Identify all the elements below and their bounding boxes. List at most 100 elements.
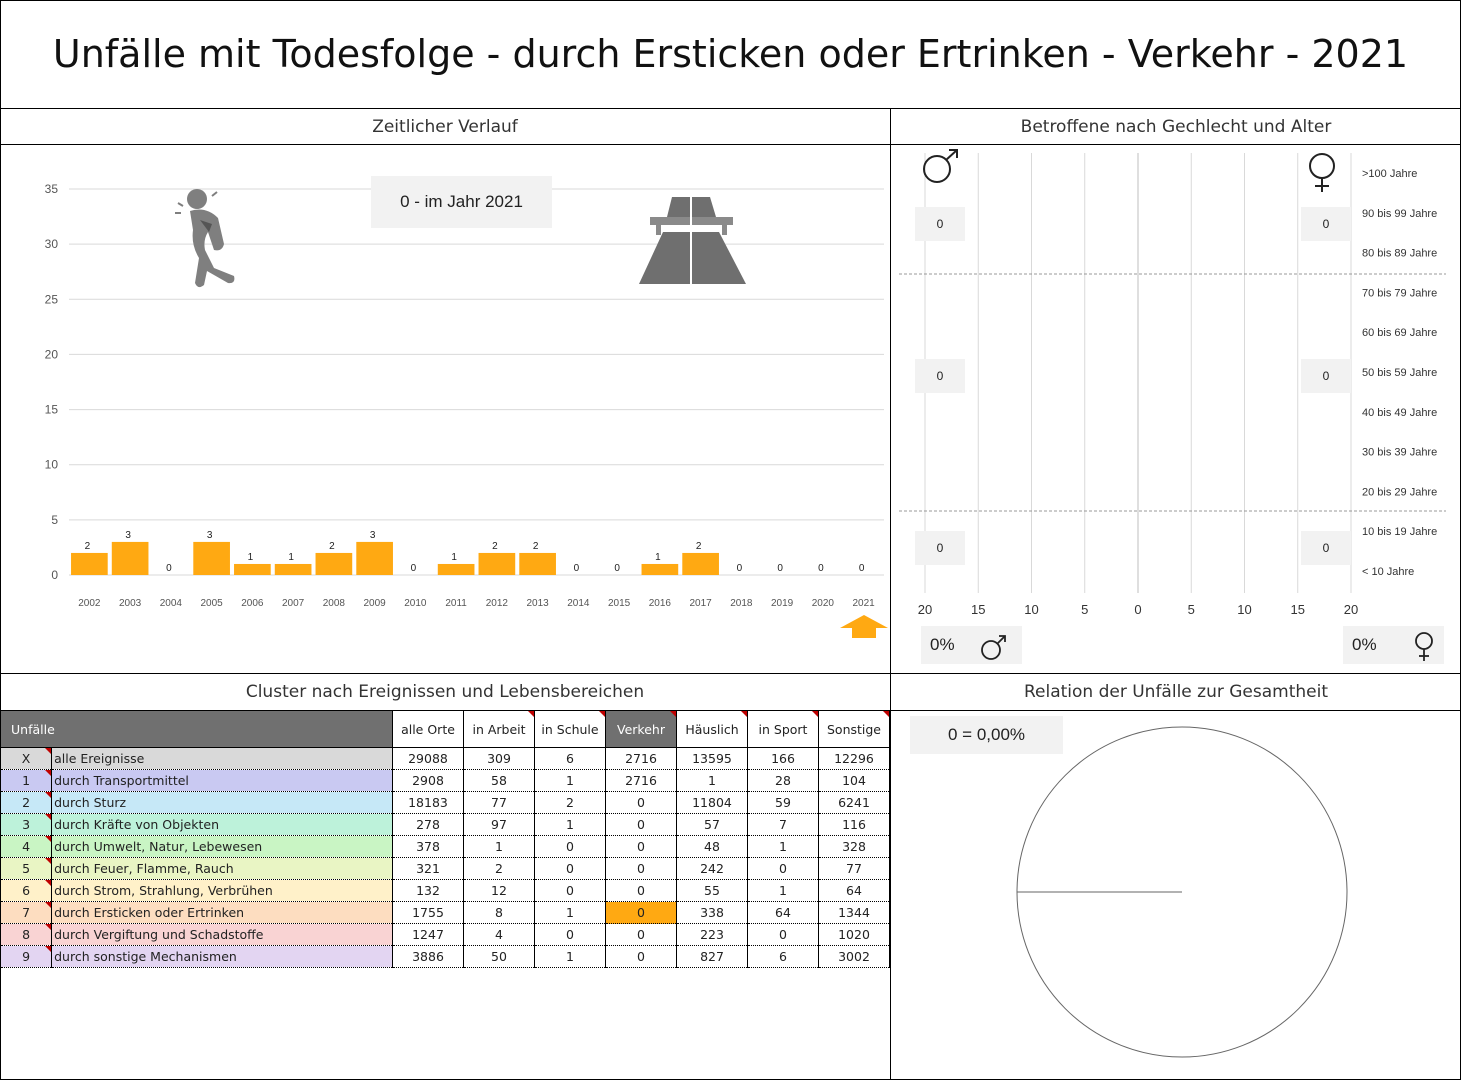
table-cell: 2716 <box>605 747 677 770</box>
age-group-label: 80 bis 89 Jahre <box>1362 248 1437 260</box>
bar-2011 <box>437 563 475 575</box>
table-cell: 166 <box>747 747 819 770</box>
table-cell: 328 <box>818 835 890 858</box>
y-tick-label: 15 <box>45 403 59 417</box>
bar-2013 <box>519 552 556 575</box>
row-code: 9 <box>1 945 53 968</box>
row-label: durch Ersticken oder Ertrinken <box>51 901 393 924</box>
female-value-top: 0 <box>1301 207 1351 241</box>
bar-value-label: 0 <box>166 563 172 574</box>
bar-2009 <box>356 541 393 575</box>
age-group-label: 50 bis 59 Jahre <box>1362 367 1437 379</box>
age-group-label: 60 bis 69 Jahre <box>1362 327 1437 339</box>
row-label: durch Transportmittel <box>51 769 393 792</box>
table-cell: 1 <box>676 769 748 792</box>
table-cell: 1755 <box>392 901 464 924</box>
divider <box>0 710 1461 711</box>
table-cell: 0 <box>534 923 606 946</box>
pyramid-x-tick-label: 5 <box>1081 602 1088 617</box>
row-code: 4 <box>1 835 53 858</box>
bar-value-label: 2 <box>696 541 702 552</box>
bar-value-label: 0 <box>777 563 783 574</box>
row-code: 8 <box>1 923 53 946</box>
male-value-top: 0 <box>915 207 965 241</box>
table-cell: 1 <box>534 769 606 792</box>
table-cell: 1 <box>463 835 535 858</box>
table-cell: 57 <box>676 813 748 836</box>
y-tick-label: 0 <box>51 568 58 582</box>
x-tick-label: 2014 <box>567 598 590 609</box>
pyramid-x-tick-label: 0 <box>1134 602 1141 617</box>
row-code: 3 <box>1 813 53 836</box>
table-row: 6 durch Strom, Strahlung, Verbrühen 132 12 0… <box>1 879 890 902</box>
table-row: 8 durch Vergiftung und Schadstoffe 1247 4 0 0… <box>1 923 890 946</box>
table-cell: 3002 <box>818 945 890 968</box>
table-cell: 6 <box>534 747 606 770</box>
table-cell: 2716 <box>605 769 677 792</box>
row-label: durch Feuer, Flamme, Rauch <box>51 857 393 880</box>
row-code: X <box>1 747 53 770</box>
age-group-label: 70 bis 79 Jahre <box>1362 287 1437 299</box>
bar-2012 <box>478 552 516 575</box>
male-percent-box: 0% <box>921 626 1022 664</box>
bar-value-label: 0 <box>614 563 620 574</box>
table-cell: 1 <box>534 901 606 924</box>
table-cell: 64 <box>747 901 819 924</box>
female-value-bottom: 0 <box>1301 531 1351 565</box>
divider <box>0 144 1461 145</box>
table-cell: 1344 <box>818 901 890 924</box>
bar-2002 <box>71 552 108 575</box>
y-tick-label: 25 <box>45 292 59 306</box>
bar-2007 <box>274 563 312 575</box>
row-code: 7 <box>1 901 53 924</box>
table-cell: 0 <box>605 879 677 902</box>
table-cell: 59 <box>747 791 819 814</box>
header-in-schule: in Schule <box>534 711 606 748</box>
divider <box>890 108 891 1080</box>
table-cell: 18183 <box>392 791 464 814</box>
x-tick-label: 2016 <box>649 598 672 609</box>
table-cell: 0 <box>605 923 677 946</box>
female-symbol-icon <box>1309 153 1335 192</box>
table-cell: 132 <box>392 879 464 902</box>
male-symbol-icon <box>923 149 958 183</box>
bar-value-label: 1 <box>248 552 254 563</box>
table-cell: 0 <box>605 945 677 968</box>
table-cell: 0 <box>534 835 606 858</box>
y-tick-label: 30 <box>45 237 59 251</box>
y-tick-label: 35 <box>45 182 59 196</box>
x-tick-label: 2007 <box>282 598 305 609</box>
row-label: durch sonstige Mechanismen <box>51 945 393 968</box>
female-symbol-icon <box>1415 632 1433 661</box>
table-cell: 104 <box>818 769 890 792</box>
row-label: durch Kräfte von Objekten <box>51 813 393 836</box>
table-cell: 2 <box>463 857 535 880</box>
bar-value-label: 3 <box>125 530 131 541</box>
pyramid-x-tick-label: 10 <box>1024 602 1038 617</box>
age-group-label: >100 Jahre <box>1362 168 1417 180</box>
table-cell: 29088 <box>392 747 464 770</box>
table-cell: 6241 <box>818 791 890 814</box>
pyramid-x-tick-label: 20 <box>1344 602 1358 617</box>
pyramid-x-tick-label: 10 <box>1237 602 1251 617</box>
table-cell: 11804 <box>676 791 748 814</box>
page-title: Unfälle mit Todesfolge - durch Ersticken… <box>52 32 1409 76</box>
x-tick-label: 2012 <box>486 598 509 609</box>
table-cell: 309 <box>463 747 535 770</box>
table-cell: 1 <box>747 835 819 858</box>
pyramid-x-tick-label: 20 <box>918 602 932 617</box>
cluster-table: Unfälle alle Orte in Arbeit in Schule Ve… <box>1 711 890 968</box>
table-cell: 77 <box>463 791 535 814</box>
pyramid-x-tick-label: 15 <box>1291 602 1305 617</box>
table-cell: 278 <box>392 813 464 836</box>
row-label: durch Sturz <box>51 791 393 814</box>
table-cell: 64 <box>818 879 890 902</box>
x-tick-label: 2006 <box>241 598 264 609</box>
female-value-middle: 0 <box>1301 359 1351 393</box>
pyramid-x-tick-label: 5 <box>1188 602 1195 617</box>
demographics-section-title: Betroffene nach Gechlecht und Alter <box>1020 117 1332 137</box>
male-percent: 0% <box>930 635 955 654</box>
table-cell: 1247 <box>392 923 464 946</box>
table-cell: 1 <box>534 945 606 968</box>
